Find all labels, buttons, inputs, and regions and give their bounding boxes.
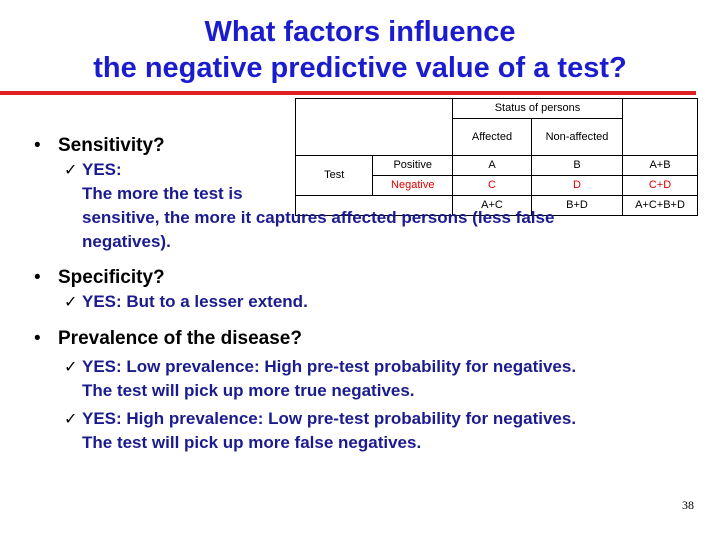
table-empty-corner [295,98,453,156]
bullet-prevalence: • Prevalence of the disease? [34,327,694,351]
table-header-status: Status of persons [452,98,623,119]
bullet-text: Specificity? [58,267,165,288]
checkmark-icon: ✓ [64,294,78,311]
table-cell-ac: A+C [452,195,532,216]
sub-line: negatives). [82,232,171,251]
sub-line: The more the test is [82,184,243,203]
table-header-affected: Affected [452,118,532,156]
sub-bullet-text: YES: Low prevalence: High pre-test proba… [82,355,576,403]
sub-line: YES: High prevalence: Low pre-test proba… [82,409,577,428]
bullet-sensitivity: • Sensitivity? [34,134,694,158]
sub-bullet-low-prevalence: ✓ YES: Low prevalence: High pre-test pro… [64,355,694,403]
checkmark-icon: ✓ [64,411,78,428]
sub-line: The test will pick up more true negative… [82,381,415,400]
sub-bullet-high-prevalence: ✓ YES: High prevalence: Low pre-test pro… [64,407,694,455]
slide-title-line-2: the negative predictive value of a test? [93,52,627,84]
sub-line: YES: Low prevalence: High pre-test proba… [82,357,577,376]
slide-title-line-1: What factors influence [204,16,516,48]
checkmark-icon: ✓ [64,162,78,179]
checkmark-icon: ✓ [64,359,78,376]
sub-bullet-text: YES: The more the test is sensitive, the… [82,158,554,254]
bullet-dot-icon: • [34,135,41,156]
bullet-dot-icon: • [34,267,41,288]
bullet-specificity: • Specificity? [34,266,694,290]
slide-title: What factors influence the negative pred… [0,14,720,86]
sub-line: YES: [82,160,122,179]
bullet-text: Prevalence of the disease? [58,328,302,349]
page-number: 38 [682,498,694,512]
sub-bullet-text: YES: High prevalence: Low pre-test proba… [82,407,576,455]
slide-body: • Sensitivity? ✓ YES: The more the test … [34,134,694,455]
sub-bullet-specificity-yes: ✓ YES: But to a lesser extend. [64,290,694,315]
sub-line: sensitive, the more it captures affected… [82,208,555,227]
table-cell-cd: C+D [622,175,698,196]
sub-bullet-text: YES: But to a lesser extend. [82,292,308,311]
table-cell-total: A+C+B+D [622,195,698,216]
bullet-dot-icon: • [34,328,41,349]
title-divider [0,91,696,95]
bullet-text: Sensitivity? [58,135,165,156]
table-row-negative-label: Negative [372,175,453,196]
sub-bullet-sensitivity-yes: ✓ YES: The more the test is sensitive, t… [64,158,694,254]
table-row-test-label: Test [294,155,374,196]
sub-line: The test will pick up more false negativ… [82,433,422,452]
contingency-table: Status of persons Affected Non-affected … [294,98,698,216]
table-row-positive-label: Positive [372,155,453,176]
